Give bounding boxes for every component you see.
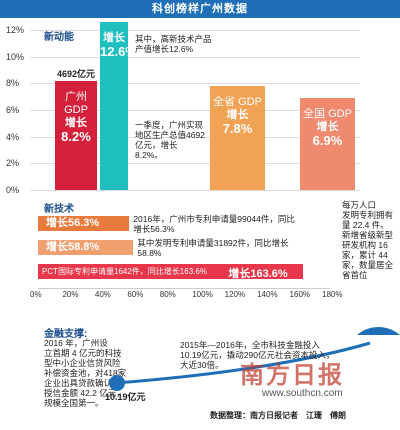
bar: 增长 12.6% xyxy=(100,22,137,190)
side-note-line: 每万人口 xyxy=(342,200,377,210)
hbar-description: 2016年，广州市专利申请量99044件，同比增长56.3% xyxy=(133,214,295,234)
finance-start-amount: 10.19亿元 xyxy=(105,392,146,402)
end-circle xyxy=(357,327,400,385)
bar: 全国 GDP 增长 6.9% xyxy=(300,98,355,190)
y-tick-label: 12% xyxy=(6,25,25,35)
x-tick-label: 60% xyxy=(127,290,144,299)
bar-growth-label: 增长 xyxy=(316,121,339,133)
y-gridline xyxy=(30,136,360,138)
page-banner: 科创榜样广州数据 xyxy=(0,0,400,18)
bar-value-label: 8.2% xyxy=(61,128,91,144)
side-note-line: 研发机构 16 xyxy=(342,240,388,250)
hbar xyxy=(38,240,134,255)
side-note: 每万人口 发明专利拥有量 22.4 件。 新增省级新型 研发机构 16 家，累计 44 家… xyxy=(342,200,398,280)
hbar-label: 增长58.8% xyxy=(46,241,100,253)
y-tick-label: 10% xyxy=(6,51,25,62)
finance-growth-line: 10.19亿元，撬动290亿元社会资本投入， xyxy=(180,350,335,360)
hbar xyxy=(38,264,304,279)
y-gridline xyxy=(30,190,360,191)
x-tick-label: 0% xyxy=(30,290,42,299)
bar-value-label: 6.9% xyxy=(312,133,343,148)
side-note-line: 家，累计 44 xyxy=(342,250,388,260)
finance-text: 2016 年，广州设 立首期 4 亿元的科技 型中小企业信贷风险 补偿资金池，对418… xyxy=(44,338,144,408)
section-title-new-momentum: 新动能 xyxy=(44,32,74,43)
annotation-high-tech: 其中，高新技术产品产值增长12.6% xyxy=(135,34,212,54)
x-tick-label: 160% xyxy=(289,290,311,299)
hbar-description: 其中发明专利申请量31892件，同比增长58.8% xyxy=(137,238,289,258)
finance-text-line: 补偿资金池，对418家 xyxy=(44,368,127,378)
x-tick-label: 100% xyxy=(192,290,213,299)
y-gridline xyxy=(30,83,360,85)
finance-text-line: 2016 年，广州设 xyxy=(44,338,108,348)
hbar-label: 增长163.6% xyxy=(228,268,288,280)
y-gridline xyxy=(30,56,360,58)
finance-text-line: 规模全国第一。 xyxy=(44,398,104,408)
finance-text-line: 授信金额 42.2 亿元， xyxy=(44,388,125,398)
bar-category-label: 广州 GDP xyxy=(64,90,88,116)
bar-growth-label: 增长 xyxy=(65,116,87,129)
y-tick-label: 0% xyxy=(6,185,20,195)
footer-credit: 数据整理：南方日报记者 江珊 傅朗 xyxy=(210,411,346,420)
section-title-finance: 金融支撑: xyxy=(44,329,88,340)
growth-curve xyxy=(114,341,371,385)
side-note-line: 新增省级新型 xyxy=(342,230,394,240)
bar-value-label: 7.8% xyxy=(222,121,253,136)
y-tick-label: 8% xyxy=(6,78,20,89)
start-dot xyxy=(109,375,125,391)
annotation-q1-gdp: 一季度，广州实现地区生产总值4692亿元，增长8.2%。 xyxy=(135,120,205,160)
bar-value-label: 12.6% xyxy=(100,44,137,59)
y-gridline xyxy=(30,110,360,111)
bar: 全省 GDP 增长 7.8% xyxy=(210,86,265,190)
finance-text-line: 型中小企业信贷风险 xyxy=(44,358,121,368)
y-tick-label: 4% xyxy=(6,131,20,142)
watermark-url: www.southcn.com xyxy=(262,388,343,399)
x-axis-line xyxy=(38,288,330,289)
y-tick-label: 6% xyxy=(6,105,20,115)
watermark-logo: 南方日报 xyxy=(240,362,344,389)
finance-text-line: 企业出具贷款确认书， xyxy=(44,378,130,388)
x-tick-label: 40% xyxy=(94,290,111,299)
finance-growth-line: 大近30倍。 xyxy=(180,360,224,370)
x-tick-label: 180% xyxy=(322,290,343,299)
bar-category-label: 全国 GDP xyxy=(303,108,352,120)
x-tick-label: 20% xyxy=(62,290,79,299)
y-tick-label: 2% xyxy=(6,158,20,169)
bar-category-label: 全省 GDP xyxy=(213,96,262,108)
bar-growth-label: 增长 xyxy=(103,32,125,44)
side-note-line: 量 22.4 件。 xyxy=(342,220,389,230)
side-note-line: 发明专利拥有 xyxy=(342,210,394,220)
x-tick-label: 120% xyxy=(224,290,246,299)
x-tick-label: 80% xyxy=(159,290,176,299)
finance-growth-line: 2015年—2016年，全市科技金融投入 xyxy=(180,340,320,350)
finance-growth-text: 2015年—2016年，全市科技金融投入 10.19亿元，撬动290亿元社会资本投… xyxy=(180,340,350,370)
y-gridline xyxy=(30,30,360,31)
side-note-line: 家，数量居全 xyxy=(342,260,394,270)
bar-amount-label: 4692亿元 xyxy=(57,68,96,79)
hbar xyxy=(38,216,130,231)
bar: 广州 GDP 增长 8.2% xyxy=(55,80,97,190)
hbar-description: PCT国际专利申请量1642件，同比增长163.6% xyxy=(42,267,207,276)
section-title-new-technology: 新技术 xyxy=(44,204,74,215)
finance-growth-graphic xyxy=(109,327,400,391)
y-gridline xyxy=(30,163,360,165)
finance-text-line: 立首期 4 亿元的科技 xyxy=(44,348,122,358)
x-tick-label: 140% xyxy=(257,290,278,299)
hbar-label: 增长56.3% xyxy=(46,217,100,229)
side-note-line: 省首位 xyxy=(342,270,368,280)
bar-growth-label: 增长 xyxy=(226,109,249,121)
